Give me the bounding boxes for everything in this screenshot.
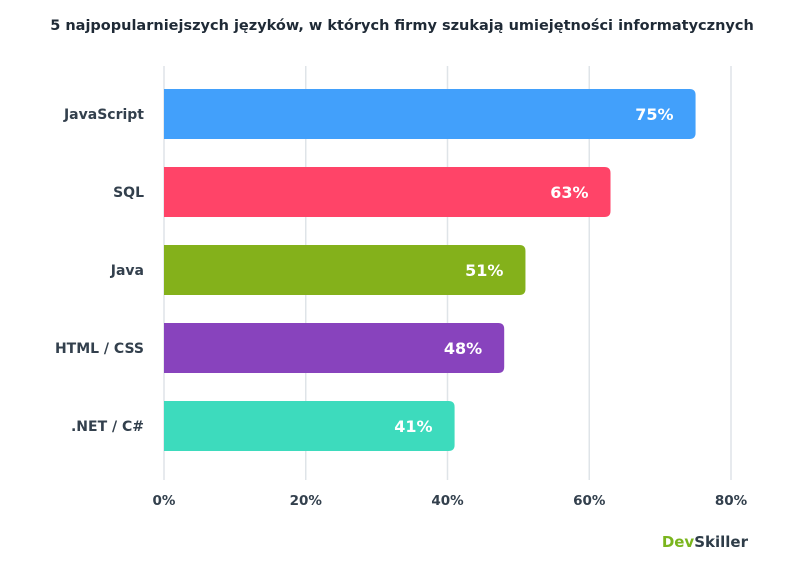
category-label: .NET / C# [71, 419, 144, 435]
logo-dev-text: Dev [662, 533, 695, 551]
x-axis-tick-labels: 0% 20% 40% 60% 80% [153, 493, 748, 509]
bar [164, 89, 696, 139]
bar [164, 167, 611, 217]
bar-value-label: 75% [635, 105, 673, 124]
bar-layer: 75% 63% 51% 48% 41% [164, 89, 696, 451]
category-label: HTML / CSS [55, 341, 144, 357]
x-tick-label: 40% [431, 493, 464, 509]
category-label: SQL [113, 185, 144, 201]
x-tick-label: 60% [573, 493, 606, 509]
svg-text:DevSkiller: DevSkiller [662, 533, 749, 551]
x-tick-label: 20% [290, 493, 323, 509]
chart-title: 5 najpopularniejszych języków, w których… [50, 18, 754, 34]
bar [164, 401, 455, 451]
bar-value-label: 48% [444, 339, 482, 358]
bar-value-label: 51% [465, 261, 503, 280]
x-tick-label: 80% [715, 493, 748, 509]
category-label: JavaScript [63, 107, 144, 123]
devskiller-logo: DevSkiller [662, 533, 749, 551]
bar-value-label: 63% [550, 183, 588, 202]
category-label: Java [110, 263, 144, 279]
category-labels: JavaScript SQL Java HTML / CSS .NET / C# [55, 107, 144, 435]
bar [164, 323, 505, 373]
bar [164, 245, 526, 295]
logo-skiller-text: Skiller [694, 533, 748, 551]
x-tick-label: 0% [153, 493, 176, 509]
bar-value-label: 41% [394, 417, 432, 436]
